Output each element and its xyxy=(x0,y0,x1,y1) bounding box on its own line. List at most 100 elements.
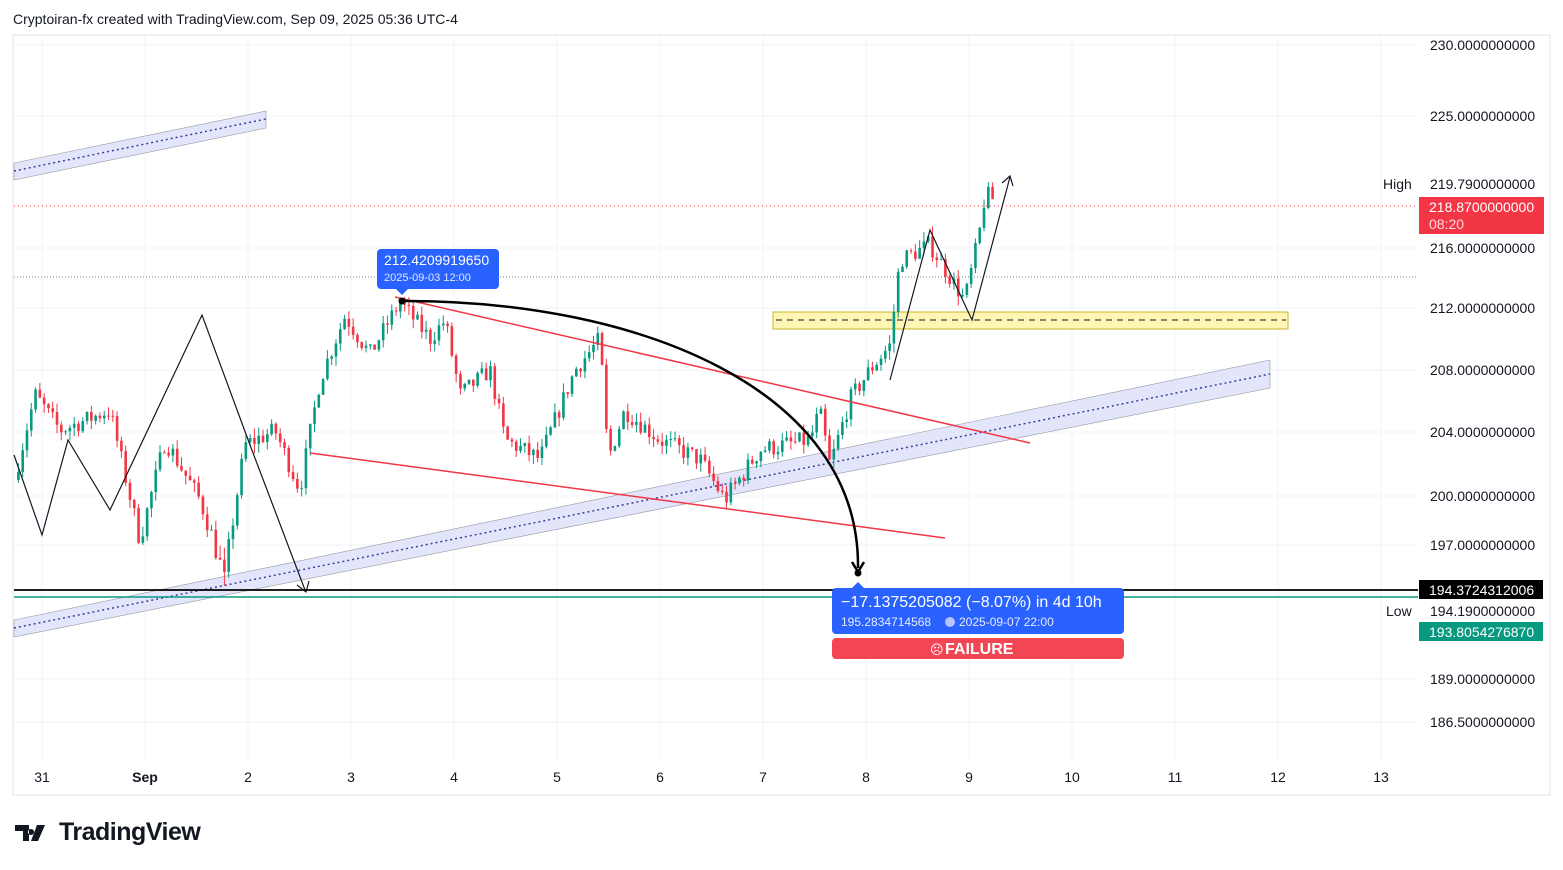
candle-body xyxy=(235,495,239,526)
candle-body xyxy=(171,448,175,456)
candle-body xyxy=(712,473,715,481)
x-tick-label: 4 xyxy=(450,769,458,785)
y-tick-label: 200.0000000000 xyxy=(1430,488,1535,504)
curve-start-dot xyxy=(398,297,406,305)
candle-body xyxy=(553,412,557,428)
y-tick-label: 216.0000000000 xyxy=(1430,240,1535,256)
candle-body xyxy=(17,471,20,480)
upper-channel[interactable] xyxy=(13,110,267,181)
candle-body xyxy=(669,439,673,441)
zigzag-path-left[interactable] xyxy=(13,313,306,591)
candle-body xyxy=(132,499,136,509)
candle-body xyxy=(939,259,943,261)
current-price-badge xyxy=(1419,197,1544,234)
low-value: 194.1900000000 xyxy=(1430,603,1535,619)
y-tick-label: 230.0000000000 xyxy=(1430,37,1535,53)
candle-body xyxy=(798,432,801,442)
candle-body xyxy=(836,434,840,449)
candle-body xyxy=(961,294,964,297)
candle-body xyxy=(326,358,329,379)
candle-body xyxy=(459,374,462,389)
candle-body xyxy=(699,454,703,464)
candle-body xyxy=(540,446,544,458)
candle-body xyxy=(682,445,685,458)
candle-body xyxy=(605,364,608,430)
lower-channel[interactable] xyxy=(13,359,1271,638)
candle-body xyxy=(956,278,960,297)
candle-body xyxy=(579,368,582,372)
y-tick-label: 204.0000000000 xyxy=(1430,424,1535,440)
countdown: 08:20 xyxy=(1429,216,1464,232)
red-trendline-upper[interactable] xyxy=(394,296,1031,444)
red-trendline-lower[interactable] xyxy=(309,452,946,539)
candle-body xyxy=(154,469,158,493)
candle-body xyxy=(729,482,733,503)
measure-box[interactable] xyxy=(832,588,1124,634)
time-axis[interactable]: 31 Sep 2 3 4 5 6 7 8 9 10 11 12 13 xyxy=(34,769,1389,785)
candle-body xyxy=(480,368,484,373)
candle-body xyxy=(175,448,179,466)
candle-body xyxy=(519,446,522,451)
tradingview-logo-icon xyxy=(15,824,45,841)
candle-body xyxy=(167,452,170,456)
candle-body xyxy=(278,433,282,443)
candle-body xyxy=(381,323,385,341)
candle-body xyxy=(600,333,604,365)
candle-body xyxy=(708,460,711,474)
candle-body xyxy=(390,310,394,325)
candle-body xyxy=(231,525,235,540)
candle-body xyxy=(789,437,793,442)
x-tick-label: 11 xyxy=(1168,769,1183,785)
candle-body xyxy=(639,421,642,433)
candle-body xyxy=(205,514,209,531)
curved-arrow[interactable] xyxy=(401,299,860,569)
candle-body xyxy=(888,343,891,351)
candle-body xyxy=(613,446,617,451)
price-axis[interactable]: 230.0000000000 225.0000000000 216.00000000… xyxy=(1430,37,1535,730)
x-tick-label: 2 xyxy=(244,769,252,785)
candle-body xyxy=(47,404,50,409)
y-tick-label: 186.5000000000 xyxy=(1430,714,1535,730)
candle-body xyxy=(690,447,694,450)
candle-body xyxy=(364,345,368,348)
candle-body xyxy=(489,366,492,381)
candle-body xyxy=(68,427,72,432)
candle-body xyxy=(446,323,449,327)
candle-body xyxy=(759,451,763,462)
callout-top[interactable] xyxy=(377,249,499,289)
zigzag-path-right[interactable] xyxy=(889,176,1011,381)
candle-body xyxy=(377,340,381,350)
candle-body xyxy=(587,352,591,359)
candle-body xyxy=(223,559,226,572)
candle-body xyxy=(484,368,488,381)
candles xyxy=(17,182,994,586)
candle-body xyxy=(845,419,848,422)
candle-body xyxy=(523,443,527,447)
candle-body xyxy=(506,426,509,440)
candle-body xyxy=(875,364,879,371)
candle-body xyxy=(987,186,990,208)
candle-body xyxy=(755,461,758,464)
candle-body xyxy=(283,442,286,448)
candle-body xyxy=(386,323,389,325)
x-tick-label: 3 xyxy=(347,769,355,785)
candle-body xyxy=(871,367,874,371)
candle-body xyxy=(858,383,861,391)
black-level-badge xyxy=(1419,580,1543,599)
callout-time: 2025-09-03 12:00 xyxy=(384,272,471,284)
candle-body xyxy=(566,392,570,394)
candle-body xyxy=(210,529,213,531)
candle-body xyxy=(935,257,939,260)
tradingview-logo[interactable]: TradingView xyxy=(15,818,201,847)
candle-body xyxy=(240,458,243,496)
candle-body xyxy=(394,310,398,312)
candle-body xyxy=(806,436,810,445)
candle-body xyxy=(965,283,969,295)
candle-body xyxy=(866,367,870,381)
candle-body xyxy=(772,441,776,455)
candle-body xyxy=(502,403,505,427)
candle-body xyxy=(287,447,291,473)
candle-body xyxy=(716,480,720,491)
candle-body xyxy=(918,247,921,259)
